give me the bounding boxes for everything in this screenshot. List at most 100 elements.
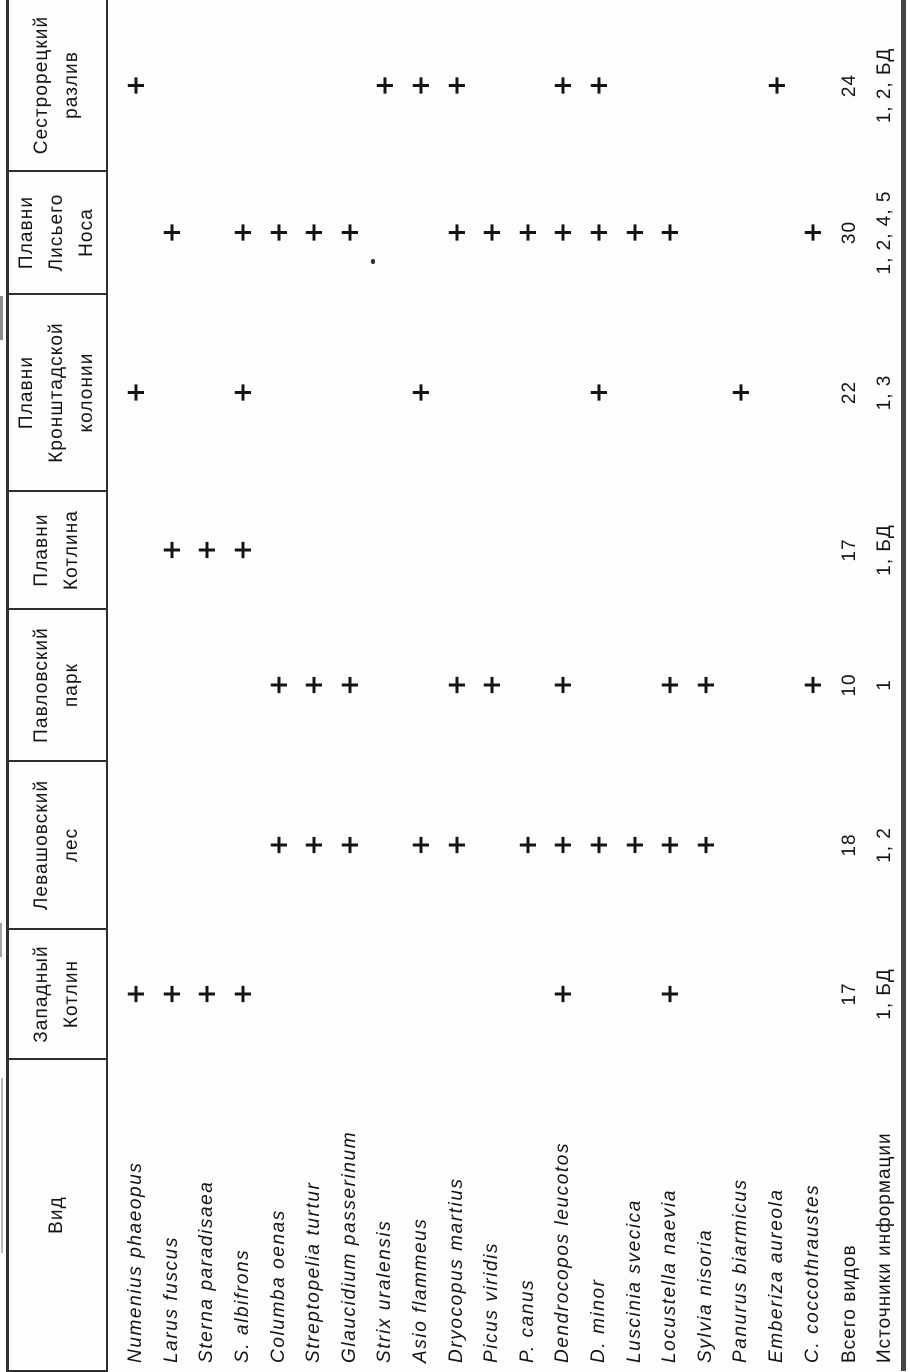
presence-cell: + xyxy=(121,983,152,1005)
species-row: Glaucidium passerinum + + + xyxy=(332,0,368,1371)
species-name: C. coccothraustes xyxy=(801,1183,823,1363)
species-name: S. albifrons xyxy=(232,1248,254,1363)
absence-cell xyxy=(368,171,404,294)
presence-cell: + xyxy=(156,539,187,561)
species-name: Larus fuscus xyxy=(160,1236,182,1363)
presence-cell: + xyxy=(797,221,828,244)
absence-cell xyxy=(154,0,190,171)
site-sources: 1, 2 xyxy=(874,827,896,863)
site-sources: 1, 3 xyxy=(874,374,896,411)
absence-cell xyxy=(332,929,368,1059)
presence-cell: + xyxy=(655,221,686,244)
absence-cell xyxy=(617,929,653,1059)
absence-cell xyxy=(296,491,332,609)
absence-cell xyxy=(190,609,226,761)
spacer-cell xyxy=(107,491,119,609)
absence-cell xyxy=(368,761,404,929)
site-total: 18 xyxy=(838,833,860,857)
presence-cell: + xyxy=(690,834,721,856)
site-total: 30 xyxy=(838,220,860,245)
presence-cell: + xyxy=(228,983,259,1005)
presence-cell: + xyxy=(263,221,294,244)
absence-cell xyxy=(119,171,155,294)
absence-cell xyxy=(795,929,831,1059)
absence-cell xyxy=(225,0,261,171)
species-row: Dryocopus martius + + + + xyxy=(439,0,475,1371)
absence-cell xyxy=(759,294,795,491)
absence-cell xyxy=(510,0,546,171)
presence-cell: + xyxy=(761,74,792,97)
absence-cell xyxy=(474,294,510,491)
presence-cell: + xyxy=(548,221,579,244)
absence-cell xyxy=(724,609,760,761)
species-row: C. coccothraustes + + xyxy=(795,0,831,1371)
spacer-cell xyxy=(107,0,119,171)
absence-cell xyxy=(261,929,297,1059)
presence-cell: + xyxy=(548,74,579,97)
species-row: Emberiza aureola + xyxy=(759,0,795,1371)
presence-cell: + xyxy=(299,834,330,856)
sources-row-label: Источники информации xyxy=(874,1132,896,1363)
site-header-1: Левашовский лес xyxy=(7,761,107,929)
presence-cell: + xyxy=(441,221,472,244)
absence-cell xyxy=(190,171,226,294)
site-total: 22 xyxy=(838,380,860,405)
absence-cell xyxy=(688,294,724,491)
species-name: Panurus biarmicus xyxy=(730,1178,752,1363)
presence-cell: + xyxy=(263,834,294,856)
species-name: Numenius phaeopus xyxy=(125,1161,147,1363)
presence-cell: + xyxy=(797,674,828,696)
absence-cell xyxy=(546,294,582,491)
site-sources: 1, 2, 4, 5 xyxy=(874,190,896,275)
presence-cell: + xyxy=(619,834,650,856)
totals-row-label: Всего видов xyxy=(838,1244,860,1363)
absence-cell xyxy=(581,609,617,761)
absence-cell xyxy=(439,929,475,1059)
absence-cell xyxy=(368,294,404,491)
species-row: Locustella naevia + + + + xyxy=(652,0,688,1371)
absence-cell xyxy=(688,171,724,294)
absence-cell xyxy=(759,929,795,1059)
absence-cell xyxy=(688,0,724,171)
presence-cell: + xyxy=(299,221,330,244)
absence-cell xyxy=(154,761,190,929)
spacer-cell xyxy=(107,171,119,294)
species-column-header: Вид xyxy=(7,1059,107,1371)
absence-cell xyxy=(688,491,724,609)
site-sources: 1, БД xyxy=(874,968,896,1020)
presence-cell: + xyxy=(406,834,437,856)
species-name: Dryocopus martius xyxy=(445,1177,467,1363)
presence-cell: + xyxy=(406,74,437,97)
site-sources: 1 xyxy=(874,679,896,691)
species-name: Strix uralensis xyxy=(374,1219,396,1363)
presence-cell: + xyxy=(655,834,686,856)
species-row: Dendrocopos leucotos + + + + + xyxy=(546,0,582,1371)
spacer-cell xyxy=(107,609,119,761)
absence-cell xyxy=(154,609,190,761)
absence-cell xyxy=(510,491,546,609)
presence-cell: + xyxy=(584,834,615,856)
absence-cell xyxy=(261,294,297,491)
presence-cell: + xyxy=(228,539,259,561)
spacer-cell xyxy=(107,929,119,1059)
site-header-3: Плавни Котлина xyxy=(7,491,107,609)
absence-cell xyxy=(795,491,831,609)
absence-cell xyxy=(474,761,510,929)
absence-cell xyxy=(296,929,332,1059)
presence-cell: + xyxy=(192,983,223,1005)
site-header-2: Павловский парк xyxy=(7,609,107,761)
totals-row: Всего видов 17 18 10 17 22 30 24 xyxy=(830,0,869,1371)
presence-cell: + xyxy=(512,221,543,244)
spacer-cell xyxy=(107,761,119,929)
absence-cell xyxy=(296,294,332,491)
absence-cell xyxy=(724,929,760,1059)
presence-cell: + xyxy=(299,674,330,696)
absence-cell xyxy=(581,491,617,609)
species-row: S. albifrons + + + + xyxy=(225,0,261,1371)
absence-cell xyxy=(474,929,510,1059)
absence-cell xyxy=(474,0,510,171)
absence-cell xyxy=(617,491,653,609)
absence-cell xyxy=(190,0,226,171)
presence-cell: + xyxy=(334,834,365,856)
